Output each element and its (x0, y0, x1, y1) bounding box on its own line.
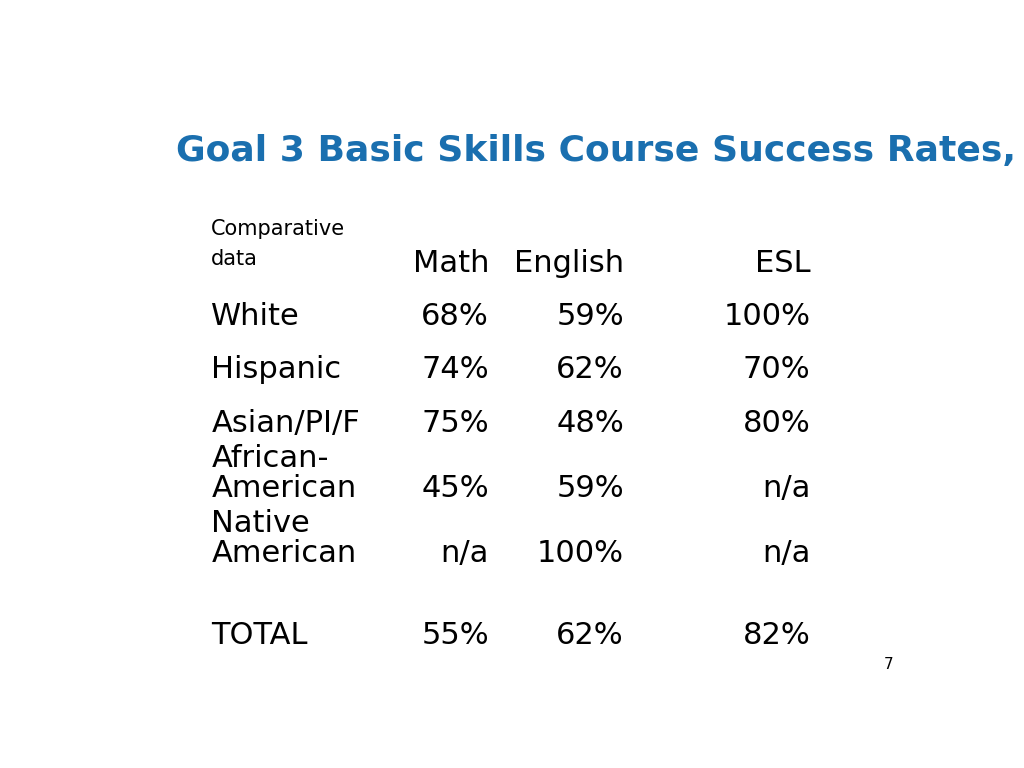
Text: n/a: n/a (762, 474, 811, 502)
Text: 45%: 45% (422, 474, 489, 502)
Text: 62%: 62% (556, 356, 624, 384)
Text: 75%: 75% (422, 409, 489, 438)
Text: data: data (211, 249, 258, 269)
Text: 62%: 62% (556, 621, 624, 650)
Text: 80%: 80% (742, 409, 811, 438)
Text: Hispanic: Hispanic (211, 356, 341, 384)
Text: n/a: n/a (762, 538, 811, 568)
Text: 68%: 68% (421, 302, 489, 331)
Text: American: American (211, 474, 356, 502)
Text: 59%: 59% (556, 474, 624, 502)
Text: 48%: 48% (556, 409, 624, 438)
Text: 59%: 59% (556, 302, 624, 331)
Text: English: English (514, 249, 624, 278)
Text: 74%: 74% (422, 356, 489, 384)
Text: White: White (211, 302, 300, 331)
Text: 7: 7 (884, 657, 894, 672)
Text: Math: Math (413, 249, 489, 278)
Text: Asian/PI/F: Asian/PI/F (211, 409, 360, 438)
Text: 55%: 55% (422, 621, 489, 650)
Text: TOTAL: TOTAL (211, 621, 308, 650)
Text: ESL: ESL (755, 249, 811, 278)
Text: African-: African- (211, 444, 329, 473)
Text: Native: Native (211, 509, 310, 538)
Text: 70%: 70% (742, 356, 811, 384)
Text: Goal 3 Basic Skills Course Success Rates, Fall 2010: Goal 3 Basic Skills Course Success Rates… (176, 134, 1024, 167)
Text: n/a: n/a (440, 538, 489, 568)
Text: 82%: 82% (742, 621, 811, 650)
Text: 100%: 100% (537, 538, 624, 568)
Text: Comparative: Comparative (211, 220, 345, 240)
Text: American: American (211, 538, 356, 568)
Text: 100%: 100% (724, 302, 811, 331)
